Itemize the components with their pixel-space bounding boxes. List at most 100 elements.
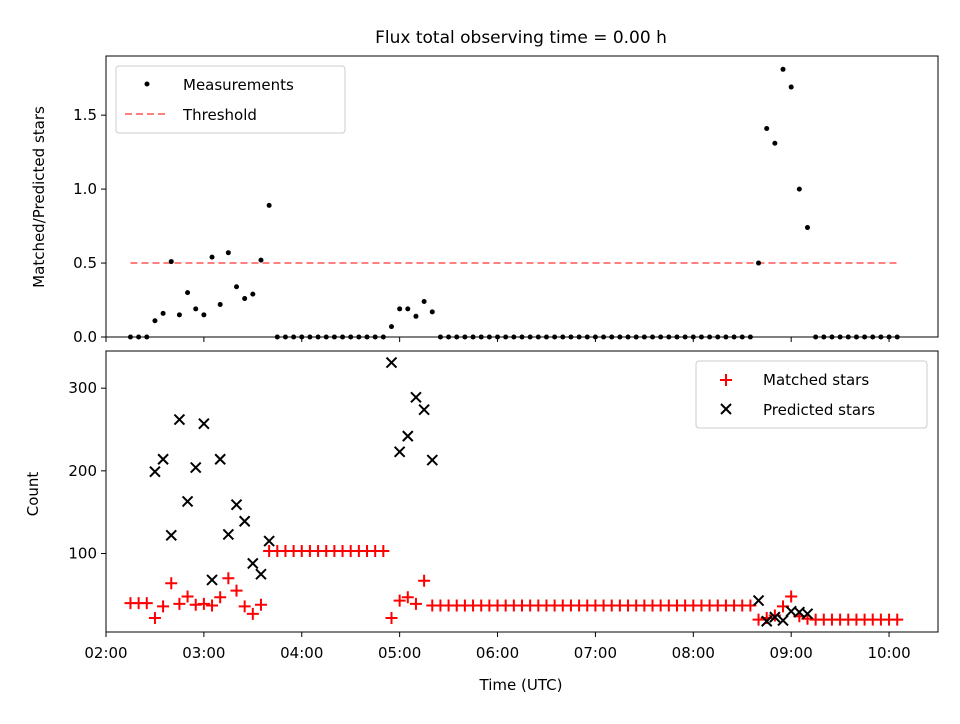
legend-matched-label: Matched stars bbox=[763, 371, 869, 389]
x-tick-label: 08:00 bbox=[672, 644, 715, 662]
matched-star-point bbox=[140, 597, 153, 610]
top-panel: 0.0 0.5 1.0 1.5 Matched/Predicted stars Mea… bbox=[30, 55, 939, 346]
predicted-star-point bbox=[222, 528, 235, 541]
x-tick-label: 04:00 bbox=[280, 644, 323, 662]
predicted-star-point bbox=[157, 453, 169, 465]
top-y-tick-label: 0.0 bbox=[73, 328, 97, 346]
predicted-star-point bbox=[230, 499, 243, 511]
matched-star-point bbox=[197, 597, 210, 610]
legend-measurements-label: Measurements bbox=[183, 76, 294, 94]
predicted-star-point bbox=[198, 418, 210, 430]
predicted-star-point bbox=[263, 535, 275, 547]
predicted-star-point bbox=[402, 430, 414, 442]
x-tick-label: 09:00 bbox=[770, 644, 813, 662]
bottom-y-tick-label: 100 bbox=[68, 544, 97, 562]
predicted-star-point bbox=[149, 465, 161, 478]
measurement-point bbox=[176, 312, 182, 318]
measurement-point bbox=[209, 254, 215, 260]
matched-star-point bbox=[173, 597, 186, 610]
top-marks bbox=[127, 66, 900, 340]
predicted-star-point bbox=[238, 515, 251, 527]
legend-measurements-marker bbox=[144, 81, 150, 87]
bottom-legend-box bbox=[695, 360, 928, 429]
measurement-point bbox=[160, 310, 166, 316]
matched-star-point bbox=[222, 572, 235, 585]
predicted-star-point bbox=[393, 446, 406, 458]
matched-star-point bbox=[891, 613, 904, 626]
matched-star-point bbox=[418, 574, 431, 587]
predicted-star-point bbox=[214, 453, 226, 465]
matched-star-point bbox=[230, 584, 243, 597]
predicted-star-point bbox=[385, 356, 398, 369]
predicted-star-point bbox=[410, 391, 422, 403]
matched-star-point bbox=[409, 597, 422, 610]
bottom-axes-frame bbox=[105, 350, 939, 633]
measurement-point bbox=[421, 299, 427, 305]
x-tick-label: 03:00 bbox=[182, 644, 225, 662]
predicted-star-point bbox=[181, 495, 194, 508]
predicted-star-point bbox=[173, 413, 186, 426]
measurement-point bbox=[413, 313, 419, 319]
legend-predicted-marker bbox=[720, 403, 732, 415]
x-tick-label: 10:00 bbox=[867, 644, 910, 662]
predicted-star-point bbox=[801, 608, 814, 620]
predicted-star-point bbox=[426, 454, 438, 466]
matched-star-point bbox=[214, 591, 227, 604]
top-y-tick-label: 0.5 bbox=[73, 254, 97, 272]
measurement-point bbox=[152, 318, 158, 324]
top-axes-frame bbox=[105, 55, 939, 338]
legend-matched-marker bbox=[720, 374, 732, 386]
matched-star-point bbox=[238, 600, 251, 613]
predicted-star-point bbox=[190, 461, 202, 474]
measurement-point bbox=[266, 202, 272, 208]
predicted-star-point bbox=[247, 557, 259, 570]
matched-star-point bbox=[401, 591, 414, 604]
measurement-point bbox=[804, 225, 810, 231]
matched-star-point bbox=[785, 590, 798, 603]
top-y-ticks: 0.0 0.5 1.0 1.5 bbox=[73, 106, 106, 346]
matched-star-point bbox=[752, 613, 765, 626]
measurement-point bbox=[780, 66, 786, 72]
top-y-axis-label: Matched/Predicted stars bbox=[30, 106, 48, 288]
matched-star-point bbox=[393, 594, 406, 607]
matched-star-point bbox=[206, 599, 219, 612]
matched-star-point bbox=[246, 607, 259, 620]
measurement-point bbox=[405, 306, 411, 312]
bottom-x-ticks: 02:00 03:00 04:00 05:00 06:00 07:00 08:00 09:00… bbox=[84, 632, 911, 662]
x-tick-label: 05:00 bbox=[378, 644, 421, 662]
predicted-star-point bbox=[760, 615, 773, 627]
matched-star-point bbox=[181, 590, 194, 603]
predicted-star-point bbox=[777, 614, 789, 627]
x-axis-label: Time (UTC) bbox=[479, 676, 563, 694]
matched-star-point bbox=[148, 611, 161, 624]
top-legend-box bbox=[115, 65, 346, 134]
measurement-point bbox=[397, 306, 403, 312]
bottom-marks bbox=[124, 356, 904, 627]
bottom-y-ticks: 100 200 300 bbox=[68, 379, 106, 562]
bottom-panel: 100 200 300 02:00 03:00 04:00 05:00 06:00 07:00… bbox=[24, 350, 939, 694]
bottom-y-axis-label: Count bbox=[24, 472, 42, 517]
measurement-point bbox=[429, 309, 435, 315]
measurement-point bbox=[201, 312, 207, 318]
measurement-point bbox=[185, 290, 191, 296]
measurement-point bbox=[764, 125, 770, 131]
x-tick-label: 02:00 bbox=[84, 644, 127, 662]
x-tick-label: 07:00 bbox=[574, 644, 617, 662]
matched-star-point bbox=[254, 598, 267, 611]
measurement-point bbox=[225, 250, 231, 256]
measurement-point bbox=[788, 84, 794, 90]
legend-threshold-label: Threshold bbox=[182, 106, 257, 124]
measurement-point bbox=[234, 284, 240, 290]
measurement-point bbox=[756, 260, 762, 266]
matched-star-point bbox=[157, 600, 170, 613]
measurement-point bbox=[772, 140, 778, 146]
measurement-point bbox=[796, 186, 802, 192]
predicted-star-point bbox=[752, 594, 765, 607]
measurement-point bbox=[258, 257, 264, 263]
bottom-legend: Matched stars Predicted stars bbox=[695, 360, 928, 429]
measurement-point bbox=[388, 324, 394, 330]
top-y-tick-label: 1.5 bbox=[73, 106, 97, 124]
top-y-tick-label: 1.0 bbox=[73, 180, 97, 198]
predicted-star-point bbox=[206, 574, 218, 586]
